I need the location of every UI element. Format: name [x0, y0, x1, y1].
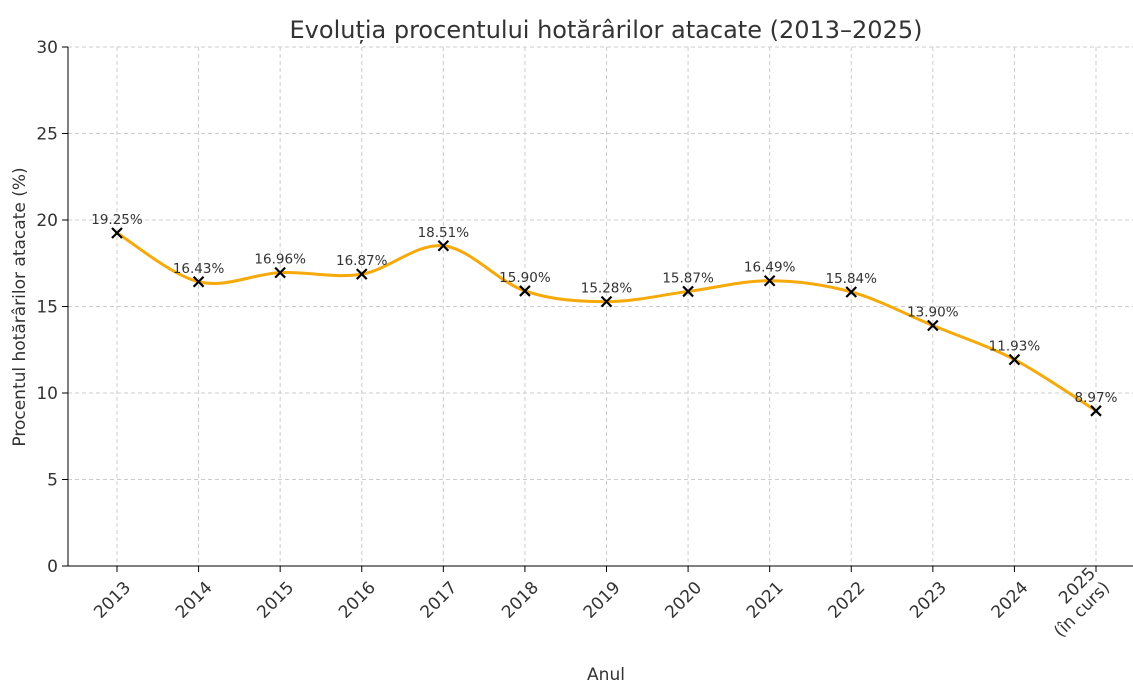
y-tick-label: 0 — [47, 557, 58, 577]
data-label: 16.96% — [254, 252, 306, 268]
y-tick-label: 25 — [36, 125, 58, 145]
x-tick-label: 2018 — [498, 578, 543, 623]
x-tick-label: 2017 — [417, 578, 462, 623]
marker — [682, 285, 694, 298]
marker — [1090, 405, 1102, 417]
x-tick-label: 2014 — [172, 578, 217, 623]
data-label: 13.90% — [907, 305, 959, 321]
data-label: 15.90% — [499, 270, 551, 286]
marker — [111, 227, 123, 239]
x-tick-label: 2024 — [988, 578, 1033, 623]
data-label: 16.43% — [173, 261, 225, 277]
x-tick-label: 2016 — [335, 578, 380, 623]
x-tick-label: 2019 — [580, 578, 625, 623]
marker — [600, 295, 613, 308]
x-tick-label: 2023 — [906, 578, 951, 623]
y-tick-label: 30 — [36, 38, 58, 58]
y-tick-label: 15 — [36, 298, 58, 318]
marker — [192, 275, 205, 288]
y-axis-label: Procentul hotărârilor atacate (%) — [10, 167, 30, 446]
marker — [355, 268, 368, 280]
x-tick-label: 2025(în curs) — [1036, 564, 1114, 642]
data-label: 15.84% — [826, 271, 878, 287]
marker — [274, 266, 286, 279]
marker — [519, 285, 531, 297]
x-tick-label: 2021 — [743, 578, 788, 623]
data-label: 8.97% — [1075, 390, 1118, 406]
y-tick-label: 5 — [47, 471, 58, 491]
marker — [763, 274, 776, 287]
x-tick-label: 2015 — [253, 578, 298, 623]
x-axis-label: Anul — [587, 665, 625, 681]
data-label: 16.49% — [744, 260, 796, 276]
data-label: 15.28% — [581, 281, 633, 297]
marker — [437, 239, 450, 252]
marker — [927, 319, 939, 332]
x-tick-label: 2013 — [90, 578, 135, 623]
x-tick-label: 2022 — [825, 578, 870, 623]
data-label: 16.87% — [336, 253, 388, 269]
y-tick-label: 20 — [36, 211, 58, 231]
data-label: 11.93% — [989, 339, 1041, 355]
y-tick-label: 10 — [36, 384, 58, 404]
marker — [845, 286, 858, 298]
chart-title: Evoluția procentului hotărârilor atacate… — [290, 16, 923, 44]
data-label: 18.51% — [418, 225, 470, 241]
data-label: 15.87% — [662, 270, 714, 286]
marker — [1008, 353, 1021, 366]
x-tick-label: 2020 — [661, 578, 706, 623]
data-label: 19.25% — [91, 212, 143, 228]
